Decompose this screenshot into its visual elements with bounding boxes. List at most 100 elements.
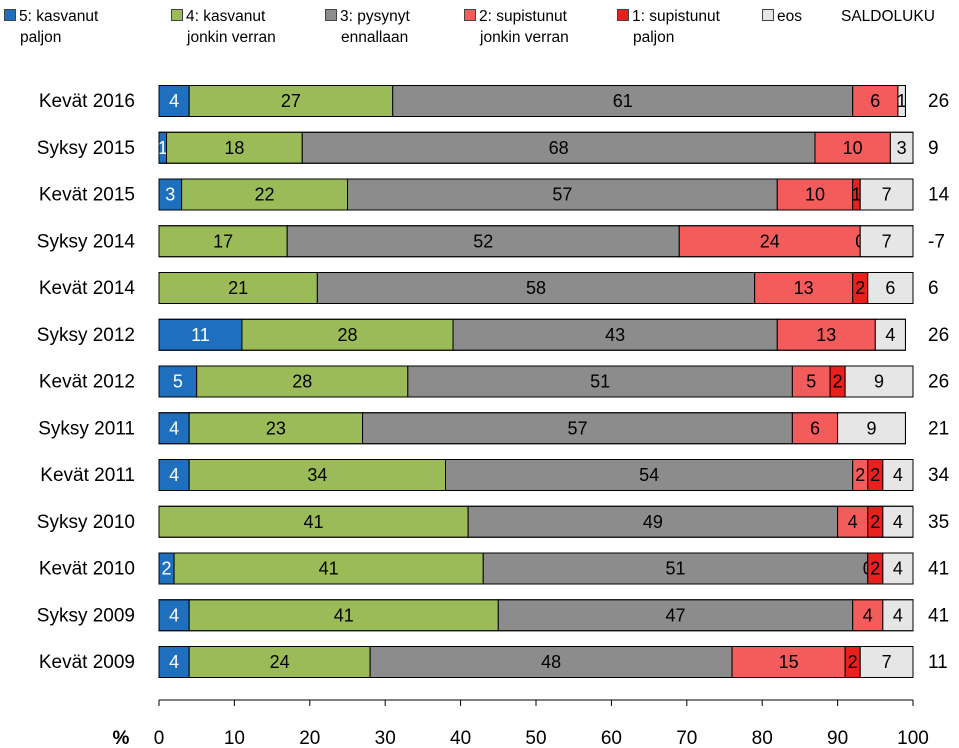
data-label: 10 <box>805 185 825 205</box>
saldo-value: 26 <box>928 325 949 346</box>
x-tick-label: 60 <box>601 728 622 748</box>
bar-segment <box>814 131 891 164</box>
legend-label: 4: kasvanut <box>186 8 266 25</box>
bar-outline <box>158 272 914 304</box>
data-label: 21 <box>228 278 248 298</box>
bar-segment <box>859 178 914 211</box>
legend-swatch <box>171 9 183 21</box>
bar-segment <box>188 599 499 632</box>
bar-outline <box>158 318 906 351</box>
data-label: 2 <box>855 465 865 485</box>
legend-item: 5: kasvanut paljon <box>4 6 98 48</box>
data-label: 4 <box>893 559 903 579</box>
category-label: Kevät 2011 <box>40 465 135 486</box>
category-label: Syksy 2010 <box>37 512 135 533</box>
data-label: 68 <box>549 138 569 158</box>
legend-swatch <box>4 9 16 21</box>
data-label: 4 <box>848 512 858 532</box>
bar-outline <box>158 505 914 538</box>
legend-label: ennallaan <box>341 29 409 46</box>
data-label: 13 <box>816 325 836 345</box>
saldo-value: 9 <box>928 138 939 159</box>
data-label: 43 <box>605 325 625 345</box>
data-label: 10 <box>843 138 863 158</box>
data-label: 18 <box>224 138 244 158</box>
data-label: 54 <box>639 465 659 485</box>
legend: 5: kasvanut paljon 4: kasvanut jonkin verra… <box>0 6 959 58</box>
data-label: 41 <box>334 605 354 625</box>
data-label: 41 <box>304 512 324 532</box>
bar-outline <box>158 599 914 632</box>
saldo-value: 6 <box>928 278 939 299</box>
x-tick-label: 90 <box>827 728 848 748</box>
data-label: 3 <box>165 185 175 205</box>
data-label: 49 <box>643 512 663 532</box>
saldo-header: SALDOLUKU <box>841 8 935 25</box>
bar-segment <box>188 412 364 445</box>
category-label: Syksy 2015 <box>37 138 135 159</box>
category-label: Kevät 2015 <box>39 185 135 206</box>
data-label: 6 <box>870 91 880 111</box>
data-label: 4 <box>893 605 903 625</box>
bar-segment <box>497 599 854 632</box>
data-label: 23 <box>266 418 286 438</box>
legend-label: eos <box>777 8 802 25</box>
data-label: 2 <box>848 652 858 672</box>
bar-segment <box>678 225 861 258</box>
data-label: 6 <box>885 278 895 298</box>
data-label: 51 <box>665 559 685 579</box>
saldo-value: 34 <box>928 465 950 486</box>
data-label: 2 <box>870 559 880 579</box>
category-label: Syksy 2014 <box>37 231 136 252</box>
legend-swatch <box>325 9 337 21</box>
data-label: 57 <box>552 185 572 205</box>
x-tick-label: 10 <box>224 728 245 748</box>
category-label: Syksy 2011 <box>38 418 135 439</box>
bar-segment <box>452 318 778 351</box>
category-label: Syksy 2012 <box>37 325 135 346</box>
x-tick-label: 50 <box>525 728 546 748</box>
data-label: 4 <box>863 605 873 625</box>
bar-outline <box>158 646 914 678</box>
data-label: 4 <box>169 418 179 438</box>
saldo-value: 21 <box>928 418 949 439</box>
category-label: Kevät 2016 <box>39 91 135 112</box>
legend-item: 1: supistunut paljon <box>617 6 720 48</box>
category-label: Kevät 2009 <box>39 652 135 673</box>
legend-swatch <box>617 9 629 21</box>
data-label: 28 <box>292 372 312 392</box>
data-label: 11 <box>191 325 210 345</box>
legend-swatch <box>464 9 476 21</box>
data-label: 4 <box>169 465 179 485</box>
bar-segment <box>301 131 816 164</box>
data-label: 4 <box>169 605 179 625</box>
x-tick-label: 0 <box>154 728 165 748</box>
data-label: 7 <box>882 231 892 251</box>
bar-segment <box>158 272 318 304</box>
bar-segment <box>882 459 914 491</box>
legend-item: eos <box>762 6 802 27</box>
data-label: 1 <box>851 185 861 205</box>
legend-label: 2: supistunut <box>479 8 567 25</box>
x-tick-label: 40 <box>450 728 471 748</box>
data-label: 1 <box>158 138 168 158</box>
data-label: 4 <box>169 91 179 111</box>
legend-label: jonkin verran <box>480 29 569 46</box>
legend-swatch <box>762 9 774 21</box>
bar-segment <box>158 505 469 538</box>
x-tick-label: 80 <box>752 728 773 748</box>
legend-label: paljon <box>20 29 62 46</box>
data-label: 24 <box>760 231 780 251</box>
data-label: 58 <box>526 278 546 298</box>
data-label: 2 <box>833 372 843 392</box>
data-label: 9 <box>874 372 884 392</box>
bar-outline <box>158 225 914 258</box>
data-label: 2 <box>162 559 172 579</box>
data-label: 51 <box>590 372 610 392</box>
data-label: 5 <box>173 372 183 392</box>
saldo-value: 11 <box>928 652 948 673</box>
bar-segment <box>181 178 348 211</box>
data-label: 2 <box>870 465 880 485</box>
data-label: 2 <box>855 278 865 298</box>
data-label: 47 <box>665 605 685 625</box>
